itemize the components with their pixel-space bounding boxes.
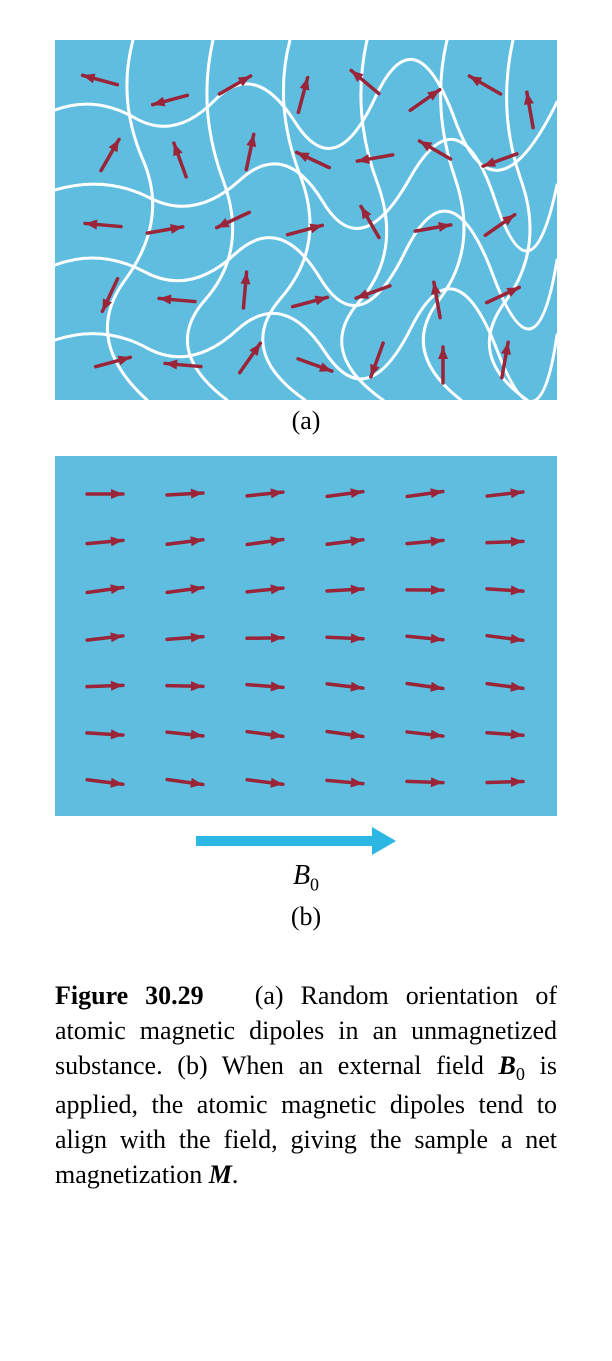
field-label: B0: [293, 860, 319, 896]
vector-M: M: [209, 1160, 232, 1189]
vector-B: B: [499, 1051, 516, 1080]
caption-part-b-pre: (b) When an external field: [177, 1051, 498, 1080]
panel-a-label: (a): [292, 406, 321, 436]
subscript-0: 0: [516, 1064, 525, 1084]
figure-caption: Figure 30.29 (a) Random orientation of a…: [55, 978, 557, 1192]
panel-a-svg: [55, 40, 557, 400]
panel-b-label: (b): [291, 902, 321, 932]
field-arrow-icon: [191, 824, 421, 858]
field-indicator: B0: [191, 824, 421, 896]
caption-period: .: [232, 1160, 239, 1189]
panel-b-svg: [55, 456, 557, 816]
figure-wrapper: (a) B0 (b) Figure 30.29 (a) Random orien…: [55, 40, 557, 1192]
figure-number: Figure 30.29: [55, 981, 204, 1010]
